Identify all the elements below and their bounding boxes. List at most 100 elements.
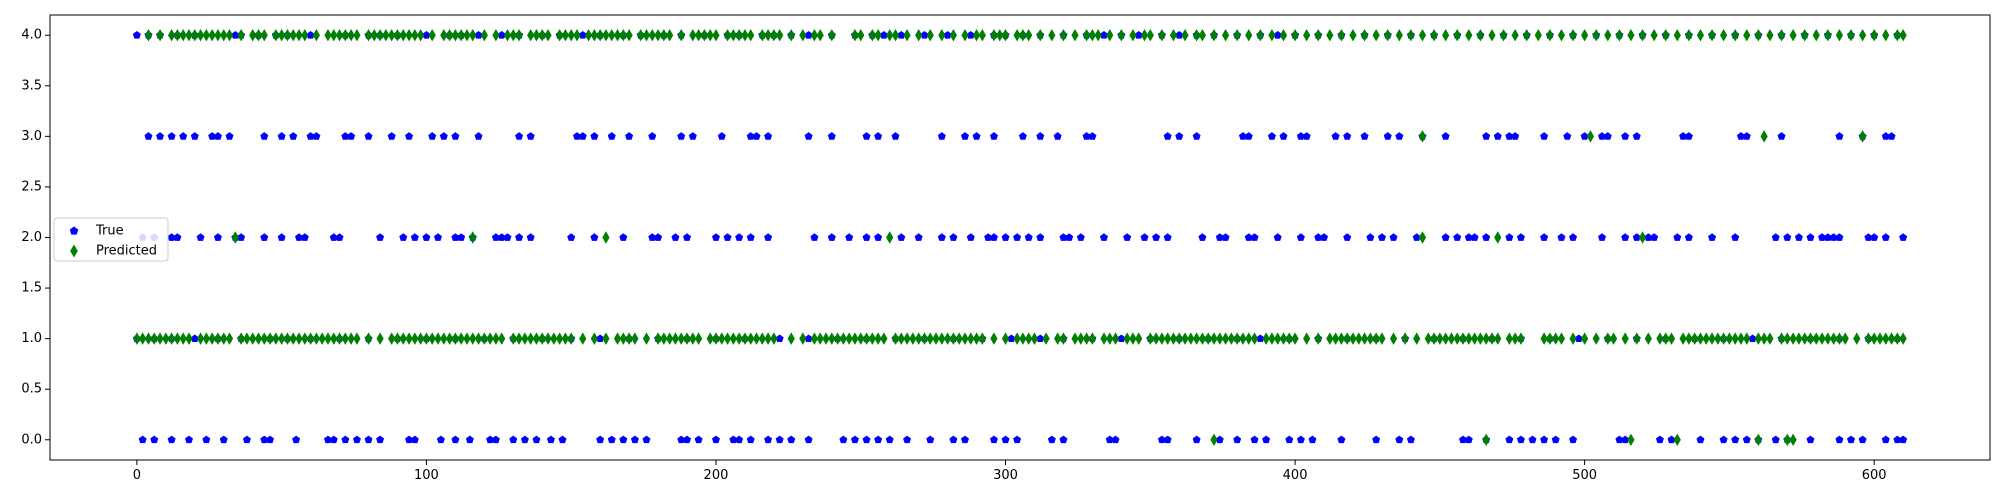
predicted-point (770, 29, 778, 42)
true-point (607, 132, 616, 140)
predicted-point (162, 332, 170, 345)
predicted-point (260, 29, 268, 42)
true-point (352, 435, 361, 444)
predicted-point (729, 29, 737, 42)
true-point (1505, 233, 1514, 241)
predicted-point (949, 332, 958, 345)
true-point (526, 233, 535, 241)
predicted-point (428, 29, 436, 42)
predicted-point (862, 332, 871, 345)
true-point (914, 233, 923, 241)
predicted-point (1638, 231, 1647, 244)
predicted-point (694, 332, 703, 345)
true-point (671, 233, 680, 241)
predicted-point (1250, 332, 1259, 345)
predicted-point (1274, 332, 1282, 345)
predicted-point (944, 332, 952, 345)
true-point (729, 435, 738, 444)
predicted-point (1210, 433, 1218, 446)
true-point (1771, 435, 1780, 444)
true-point (1470, 233, 1479, 241)
predicted-point (457, 29, 465, 42)
predicted-point (1349, 332, 1357, 345)
predicted-point (1343, 332, 1351, 345)
predicted-point (874, 332, 882, 345)
true-point (1013, 233, 1022, 241)
predicted-point (1777, 332, 1786, 345)
predicted-point (955, 332, 963, 345)
predicted-point (596, 29, 604, 42)
predicted-point (1708, 332, 1716, 345)
true-point (1441, 132, 1450, 140)
predicted-point (428, 332, 436, 345)
predicted-point (1662, 332, 1670, 345)
predicted-point (1094, 29, 1102, 42)
predicted-point (1470, 332, 1479, 345)
true-point (213, 233, 222, 241)
y-tick-label: 3.0 (21, 129, 42, 144)
predicted-point (590, 29, 598, 42)
predicted-point (399, 332, 407, 345)
true-point (329, 233, 338, 241)
true-point (1320, 233, 1329, 241)
predicted-point (625, 29, 633, 42)
true-point (1551, 435, 1560, 444)
true-point (1881, 435, 1890, 444)
true-point (764, 435, 773, 444)
predicted-point (393, 332, 402, 345)
predicted-point (1453, 332, 1461, 345)
true-point (1881, 233, 1890, 241)
true-point (937, 132, 946, 140)
predicted-point (1059, 332, 1068, 345)
predicted-point (845, 332, 853, 345)
true-point (683, 233, 692, 241)
predicted-point (503, 29, 512, 42)
true-point (1464, 435, 1473, 444)
predicted-point (938, 332, 946, 345)
true-point (1285, 435, 1294, 444)
predicted-point (747, 332, 755, 345)
predicted-point (1673, 433, 1681, 446)
predicted-point (156, 29, 164, 42)
predicted-point (1372, 29, 1380, 42)
predicted-point (677, 29, 685, 42)
true-point (1887, 132, 1896, 140)
data-markers (132, 29, 1908, 446)
true-point (266, 435, 275, 444)
true-point (1302, 132, 1311, 140)
true-point (1493, 132, 1502, 140)
true-point (1140, 233, 1149, 241)
predicted-point (1262, 332, 1270, 345)
predicted-point (220, 332, 228, 345)
predicted-point (1349, 29, 1357, 42)
predicted-point (735, 29, 743, 42)
true-point (1858, 435, 1867, 444)
true-point (323, 435, 332, 444)
predicted-point (445, 29, 454, 42)
true-point (989, 132, 998, 140)
true-point (572, 132, 581, 140)
true-point (1308, 435, 1317, 444)
predicted-point (1847, 29, 1855, 42)
predicted-point (440, 29, 448, 42)
predicted-point (1777, 29, 1786, 42)
predicted-point (915, 332, 923, 345)
true-point (874, 233, 883, 241)
true-point (167, 132, 176, 140)
true-point (972, 132, 981, 140)
true-point (1215, 435, 1224, 444)
predicted-point (150, 332, 158, 345)
predicted-point (1806, 332, 1815, 345)
true-point (1893, 435, 1902, 444)
predicted-point (179, 332, 187, 345)
true-point (1459, 435, 1468, 444)
true-point (1673, 233, 1682, 241)
true-point (1505, 132, 1514, 140)
predicted-point (1737, 332, 1745, 345)
true-point (190, 132, 199, 140)
true-point (190, 334, 199, 343)
true-point (1036, 233, 1045, 241)
true-point (515, 233, 524, 241)
predicted-point (642, 332, 651, 345)
true-point (619, 435, 628, 444)
